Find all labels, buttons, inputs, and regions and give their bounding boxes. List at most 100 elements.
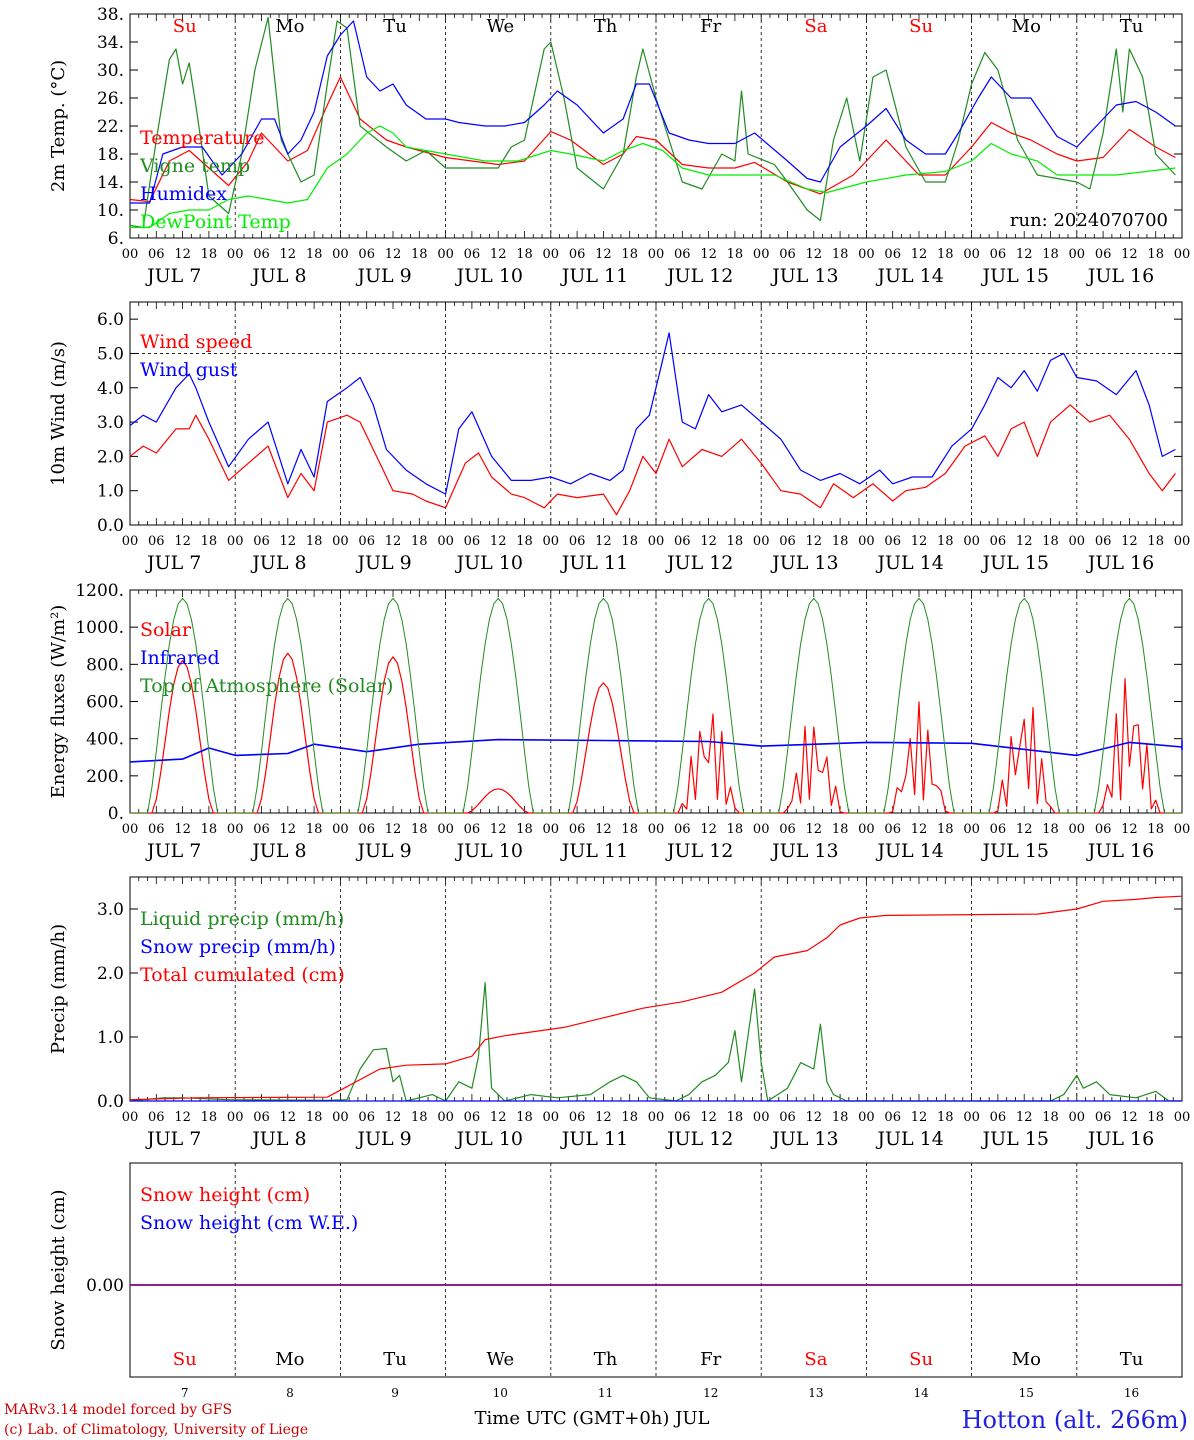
date-label: JUL 10 xyxy=(455,265,523,287)
hour-label: 00 xyxy=(648,534,665,549)
hour-label: 00 xyxy=(437,1110,454,1125)
hour-label: 12 xyxy=(700,1110,717,1125)
hour-label: 12 xyxy=(385,534,402,549)
hour-label: 18 xyxy=(727,822,744,837)
legend-entry: Solar xyxy=(140,619,192,641)
date-label: JUL 11 xyxy=(560,1128,628,1150)
hour-label: 12 xyxy=(280,1110,297,1125)
hour-label: 00 xyxy=(963,1110,980,1125)
credit-line-1: MARv3.14 model forced by GFS xyxy=(4,1402,232,1418)
y-tick-label: 22. xyxy=(97,117,124,137)
legend-entry: Top of Atmosphere (Solar) xyxy=(140,675,393,697)
date-label: JUL 10 xyxy=(455,1128,523,1150)
y-tick-label: 400. xyxy=(86,730,124,750)
date-label: JUL 7 xyxy=(145,1128,201,1150)
weekday-label: Mo xyxy=(1012,16,1041,37)
hour-label: 06 xyxy=(253,822,270,837)
hour-label: 06 xyxy=(569,247,586,262)
legend-entry: Wind gust xyxy=(140,359,238,381)
hour-label: 00 xyxy=(227,1110,244,1125)
hour-label: 00 xyxy=(437,247,454,262)
hour-label: 06 xyxy=(674,822,691,837)
hour-label: 06 xyxy=(674,534,691,549)
hour-label: 12 xyxy=(385,247,402,262)
legend-entry: Humidex xyxy=(140,183,227,205)
series-line-liquid-precip-mm-h- xyxy=(129,982,1182,1102)
hour-label: 06 xyxy=(779,1110,796,1125)
hour-label: 18 xyxy=(201,534,218,549)
hour-label: 06 xyxy=(253,534,270,549)
weekday-label: Fr xyxy=(700,1349,721,1370)
hour-label: 06 xyxy=(148,822,165,837)
date-label: JUL 16 xyxy=(1086,1128,1154,1150)
hour-label: 18 xyxy=(516,1110,533,1125)
date-label: JUL 14 xyxy=(875,1128,943,1150)
y-axis-label: Precip (mm/h) xyxy=(48,924,69,1054)
day-number-label: 16 xyxy=(1124,1386,1139,1400)
hour-label: 12 xyxy=(174,247,191,262)
y-tick-label: 26. xyxy=(97,89,124,109)
series-line-infrared xyxy=(129,738,1183,763)
date-label: JUL 15 xyxy=(981,1128,1049,1150)
hour-label: 06 xyxy=(253,1110,270,1125)
date-label: JUL 12 xyxy=(665,552,733,574)
hour-label: 00 xyxy=(437,822,454,837)
hour-label: 06 xyxy=(884,247,901,262)
date-label: JUL 8 xyxy=(250,840,306,862)
run-label: run: 2024070700 xyxy=(1010,210,1168,231)
date-label: JUL 13 xyxy=(770,840,838,862)
hour-label: 12 xyxy=(490,534,507,549)
hour-label: 00 xyxy=(858,534,875,549)
hour-label: 12 xyxy=(280,534,297,549)
y-tick-label: 1000. xyxy=(75,618,124,638)
y-tick-label: 5.0 xyxy=(97,344,124,364)
hour-label: 12 xyxy=(280,247,297,262)
date-label: JUL 15 xyxy=(981,552,1049,574)
y-tick-label: 3.0 xyxy=(97,900,124,920)
y-tick-label: 0.00 xyxy=(86,1276,124,1296)
hour-label: 12 xyxy=(385,1110,402,1125)
hour-label: 18 xyxy=(411,1110,428,1125)
date-label: JUL 11 xyxy=(560,840,628,862)
date-label: JUL 14 xyxy=(875,840,943,862)
hour-label: 12 xyxy=(911,534,928,549)
hour-label: 00 xyxy=(122,1110,139,1125)
weekday-label: Tu xyxy=(383,1349,407,1370)
hour-label: 18 xyxy=(621,822,638,837)
hour-label: 06 xyxy=(148,534,165,549)
date-label: JUL 11 xyxy=(560,265,628,287)
hour-label: 06 xyxy=(779,534,796,549)
hour-label: 06 xyxy=(358,247,375,262)
hour-label: 00 xyxy=(227,822,244,837)
panels-group: 6. 10. 14. 18. 22. 26. 30. 34. 38. 2m Temp. (°C) 0… xyxy=(48,5,1190,1400)
date-label: JUL 14 xyxy=(875,265,943,287)
hour-label: 12 xyxy=(174,534,191,549)
y-tick-label: 2.0 xyxy=(97,447,124,467)
hour-label: 12 xyxy=(700,534,717,549)
y-tick-label: 38. xyxy=(97,5,124,25)
date-label: JUL 8 xyxy=(250,1128,306,1150)
day-number-label: 8 xyxy=(286,1386,294,1400)
date-label: JUL 8 xyxy=(250,552,306,574)
panel-snow: 0.00 Snow height (cm) Su 7 Mo 8 Tu 9 We 10 Th 11 Fr 1… xyxy=(48,1162,1183,1400)
hour-label: 18 xyxy=(306,247,323,262)
weekday-label: Su xyxy=(173,1349,197,1370)
hour-label: 18 xyxy=(201,1110,218,1125)
hour-label: 18 xyxy=(621,1110,638,1125)
hour-label: 18 xyxy=(832,247,849,262)
hour-label: 12 xyxy=(490,247,507,262)
weekday-label: Su xyxy=(909,1349,933,1370)
hour-label: 12 xyxy=(700,822,717,837)
hour-label: 06 xyxy=(779,247,796,262)
hour-label: 06 xyxy=(1095,822,1112,837)
y-tick-label: 34. xyxy=(97,33,124,53)
weekday-label: Tu xyxy=(1120,1349,1144,1370)
hour-label: 12 xyxy=(174,822,191,837)
date-label: JUL 9 xyxy=(355,840,411,862)
hour-label: 06 xyxy=(148,247,165,262)
hour-label: 12 xyxy=(806,247,823,262)
hour-label: 12 xyxy=(700,247,717,262)
day-number-label: 7 xyxy=(181,1386,189,1400)
date-label: JUL 8 xyxy=(250,265,306,287)
